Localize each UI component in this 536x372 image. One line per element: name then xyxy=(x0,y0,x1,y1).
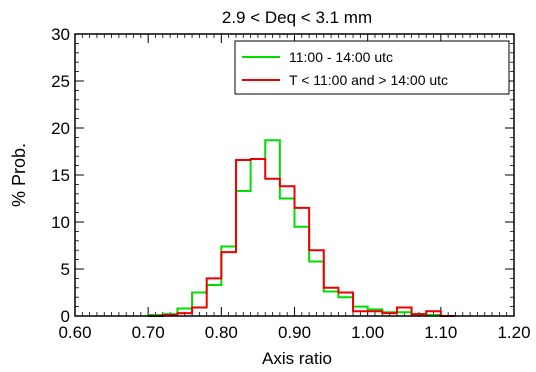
legend-label-series-1: 11:00 - 14:00 utc xyxy=(289,49,393,65)
x-tick-label: 1.00 xyxy=(351,323,384,342)
y-tick-label: 20 xyxy=(51,119,70,138)
y-tick-label: 25 xyxy=(51,72,70,91)
y-tick-label: 5 xyxy=(61,260,70,279)
y-tick-label: 0 xyxy=(61,307,70,326)
plot-frame xyxy=(74,33,515,317)
x-tick-label: 1.10 xyxy=(424,323,457,342)
chart-title: 2.9 < Deq < 3.1 mm xyxy=(222,8,372,27)
series-1-histogram-line xyxy=(147,139,456,317)
x-tick-label: 0.60 xyxy=(58,323,91,342)
legend: 11:00 - 14:00 utc T < 11:00 and > 14:00 … xyxy=(234,40,510,95)
y-tick-label: 15 xyxy=(51,166,70,185)
x-axis-label: Axis ratio xyxy=(262,349,332,368)
legend-label-series-2: T < 11:00 and > 14:00 utc xyxy=(289,72,448,88)
y-tick-label: 30 xyxy=(51,25,70,44)
x-tick-label: 0.80 xyxy=(205,323,238,342)
y-tick-label: 10 xyxy=(51,213,70,232)
legend-box xyxy=(234,40,510,95)
x-tick-label: 1.20 xyxy=(497,323,530,342)
series-2-histogram-line xyxy=(148,158,456,317)
x-tick-label: 0.70 xyxy=(132,323,165,342)
x-tick-label: 0.90 xyxy=(278,323,311,342)
y-axis-label: % Prob. xyxy=(9,143,29,207)
